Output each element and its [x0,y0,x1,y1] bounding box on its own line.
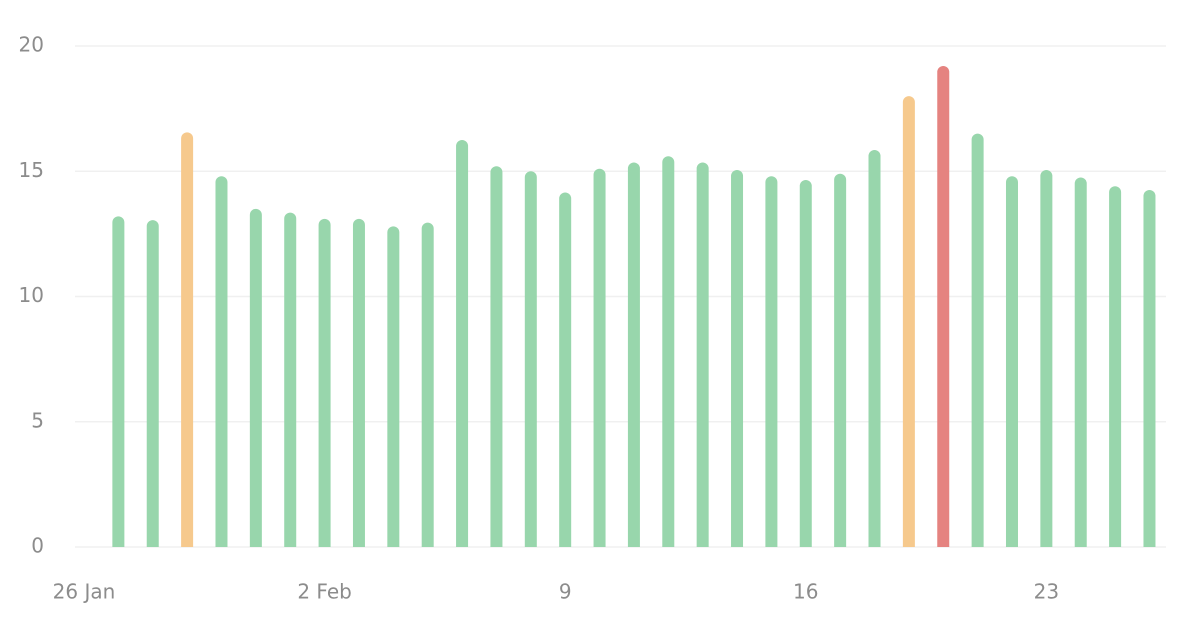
bar [524,171,537,547]
bar [799,180,812,547]
bar [559,192,572,548]
bar [834,173,847,547]
x-tick-label: 9 [559,580,572,604]
bar [1074,177,1087,547]
bar [1040,169,1053,547]
y-tick-label: 20 [19,33,44,57]
y-tick-label: 5 [31,408,44,432]
bar [490,166,503,547]
x-tick-label: 26 Jan [53,580,116,604]
bar [181,132,194,548]
y-tick-label: 0 [31,534,44,558]
bar [731,169,744,547]
bar [1109,186,1122,547]
y-tick-label: 10 [19,283,44,307]
x-tick-label: 23 [1034,580,1059,604]
bar [868,149,881,547]
bar [318,218,331,547]
bar [627,162,640,547]
bar [456,139,469,547]
x-tick-label: 2 Feb [297,580,352,604]
bar [765,176,778,547]
bar [421,222,434,547]
y-tick-label: 15 [19,158,44,182]
bar [112,216,125,547]
bar [662,156,675,547]
bar [352,218,365,547]
bar [215,176,228,547]
bar [902,96,915,547]
bar [593,168,606,547]
bar [387,226,400,547]
bar [146,220,159,547]
bar [1143,190,1156,547]
bar [1005,176,1018,547]
bar [696,162,709,547]
x-tick-label: 16 [793,580,818,604]
bar [937,66,950,547]
bar [249,208,262,547]
bar [971,133,984,548]
bar [284,212,297,547]
